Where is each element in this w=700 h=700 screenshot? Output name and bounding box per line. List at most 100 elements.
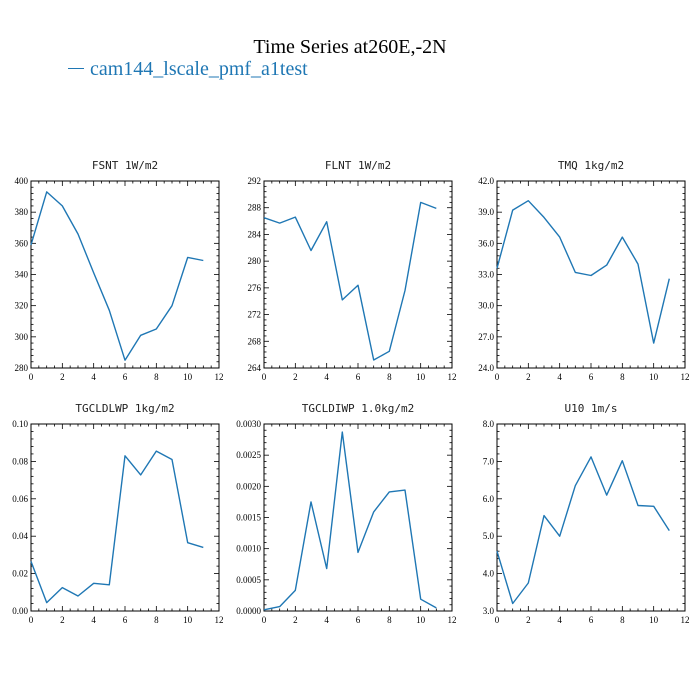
- y-tick-label: 280: [248, 256, 262, 266]
- y-tick-label: 33.0: [478, 270, 494, 280]
- y-tick-label: 0.0015: [236, 513, 261, 523]
- x-tick-label: 10: [416, 372, 426, 382]
- x-tick-label: 4: [324, 372, 329, 382]
- x-tick-label: 0: [29, 372, 34, 382]
- y-tick-label: 0.10: [12, 419, 28, 429]
- panel-title: TGCLDIWP 1.0kg/m2: [302, 402, 415, 415]
- y-tick-label: 7.0: [483, 456, 495, 466]
- x-tick-label: 6: [589, 615, 594, 625]
- x-tick-label: 12: [448, 615, 457, 625]
- x-tick-label: 8: [154, 372, 159, 382]
- y-tick-label: 400: [15, 176, 29, 186]
- x-tick-label: 2: [293, 372, 298, 382]
- x-tick-label: 10: [649, 372, 659, 382]
- panel-2: FLNT 1W/m2 0 2 4 6 8 10 12 264 268 272 276 280 284 288…: [248, 159, 457, 382]
- series-line: [496, 456, 670, 605]
- panel-title: U10 1m/s: [565, 402, 618, 415]
- x-tick-label: 4: [91, 615, 96, 625]
- y-tick-label: 30.0: [478, 301, 494, 311]
- plot-frame: [496, 180, 686, 369]
- x-tick-label: 12: [215, 372, 224, 382]
- legend-line-swatch: [68, 67, 84, 69]
- x-tick-label: 10: [183, 372, 193, 382]
- y-tick-label: 292: [248, 176, 262, 186]
- y-tick-label: 0.0000: [236, 606, 261, 616]
- x-tick-label: 6: [356, 372, 361, 382]
- y-tick-label: 27.0: [478, 332, 494, 342]
- y-tick-label: 360: [15, 238, 29, 248]
- y-tick-label: 4.0: [483, 569, 495, 579]
- x-tick-label: 0: [262, 615, 267, 625]
- y-tick-label: 42.0: [478, 176, 494, 186]
- x-tick-label: 8: [620, 372, 625, 382]
- y-tick-label: 380: [15, 207, 29, 217]
- panel-title: FLNT 1W/m2: [325, 159, 391, 172]
- x-tick-label: 6: [123, 615, 128, 625]
- y-tick-label: 39.0: [478, 207, 494, 217]
- x-tick-label: 2: [60, 372, 65, 382]
- x-tick-label: 10: [183, 615, 193, 625]
- x-tick-label: 6: [356, 615, 361, 625]
- y-tick-label: 268: [248, 336, 262, 346]
- legend-label: cam144_lscale_pmf_a1test: [90, 58, 308, 80]
- panel-title: TMQ 1kg/m2: [558, 159, 624, 172]
- x-tick-label: 4: [324, 615, 329, 625]
- y-tick-label: 0.0010: [236, 544, 261, 554]
- x-tick-label: 0: [262, 372, 267, 382]
- x-tick-label: 0: [29, 615, 34, 625]
- x-tick-label: 2: [60, 615, 65, 625]
- plot-frame: [263, 423, 453, 612]
- y-tick-label: 320: [15, 301, 29, 311]
- panel-title: FSNT 1W/m2: [92, 159, 158, 172]
- y-tick-label: 0.0020: [236, 481, 261, 491]
- x-tick-label: 2: [526, 615, 531, 625]
- series-line: [263, 431, 437, 611]
- x-tick-label: 12: [215, 615, 224, 625]
- x-tick-label: 12: [681, 615, 690, 625]
- y-tick-label: 276: [248, 283, 262, 293]
- series-line: [30, 450, 204, 604]
- y-tick-label: 300: [15, 332, 29, 342]
- x-tick-label: 6: [589, 372, 594, 382]
- y-tick-label: 8.0: [483, 419, 495, 429]
- x-tick-label: 10: [416, 615, 426, 625]
- plot-frame: [263, 180, 453, 369]
- x-tick-label: 12: [681, 372, 690, 382]
- series-line: [496, 199, 670, 344]
- y-tick-label: 24.0: [478, 363, 494, 373]
- x-tick-label: 10: [649, 615, 659, 625]
- y-tick-label: 3.0: [483, 606, 495, 616]
- y-tick-label: 0.00: [12, 606, 28, 616]
- panel-6: U10 1m/s 0 2 4 6 8 10 12 3.0 4.0 5.0 6.0 7.0 8.0: [483, 402, 690, 625]
- y-tick-label: 264: [248, 363, 262, 373]
- panel-title: TGCLDLWP 1kg/m2: [75, 402, 174, 415]
- y-tick-label: 280: [15, 363, 29, 373]
- y-tick-label: 0.08: [12, 456, 28, 466]
- y-tick-label: 272: [248, 310, 262, 320]
- y-tick-label: 5.0: [483, 531, 495, 541]
- panel-1: FSNT 1W/m2 0 2 4 6 8 10 12 280 300 320 340 360 380 400: [15, 159, 224, 382]
- x-tick-label: 8: [387, 615, 392, 625]
- y-tick-label: 0.04: [12, 531, 28, 541]
- y-tick-label: 6.0: [483, 494, 495, 504]
- legend: cam144_lscale_pmf_a1test: [68, 58, 308, 81]
- x-tick-label: 4: [557, 372, 562, 382]
- x-tick-label: 0: [495, 372, 500, 382]
- figure-title: Time Series at260E,-2N: [253, 36, 447, 58]
- y-tick-label: 0.0025: [236, 450, 261, 460]
- x-tick-label: 6: [123, 372, 128, 382]
- y-tick-label: 340: [15, 270, 29, 280]
- x-tick-label: 12: [448, 372, 457, 382]
- y-tick-label: 0.06: [12, 494, 28, 504]
- series-line: [263, 201, 437, 361]
- y-tick-label: 0.0030: [236, 419, 261, 429]
- panel-5: TGCLDIWP 1.0kg/m2 0 2 4 6 8 10 12 0.0000 0.0005 0.…: [236, 402, 456, 625]
- x-tick-label: 4: [557, 615, 562, 625]
- panel-4: TGCLDLWP 1kg/m2 0 2 4 6 8 10 12 0.00 0.02 0.04 0.06…: [12, 402, 223, 625]
- plot-frame: [496, 423, 686, 612]
- y-tick-label: 0.02: [12, 569, 28, 579]
- plot-frame: [30, 423, 220, 612]
- x-tick-label: 8: [154, 615, 159, 625]
